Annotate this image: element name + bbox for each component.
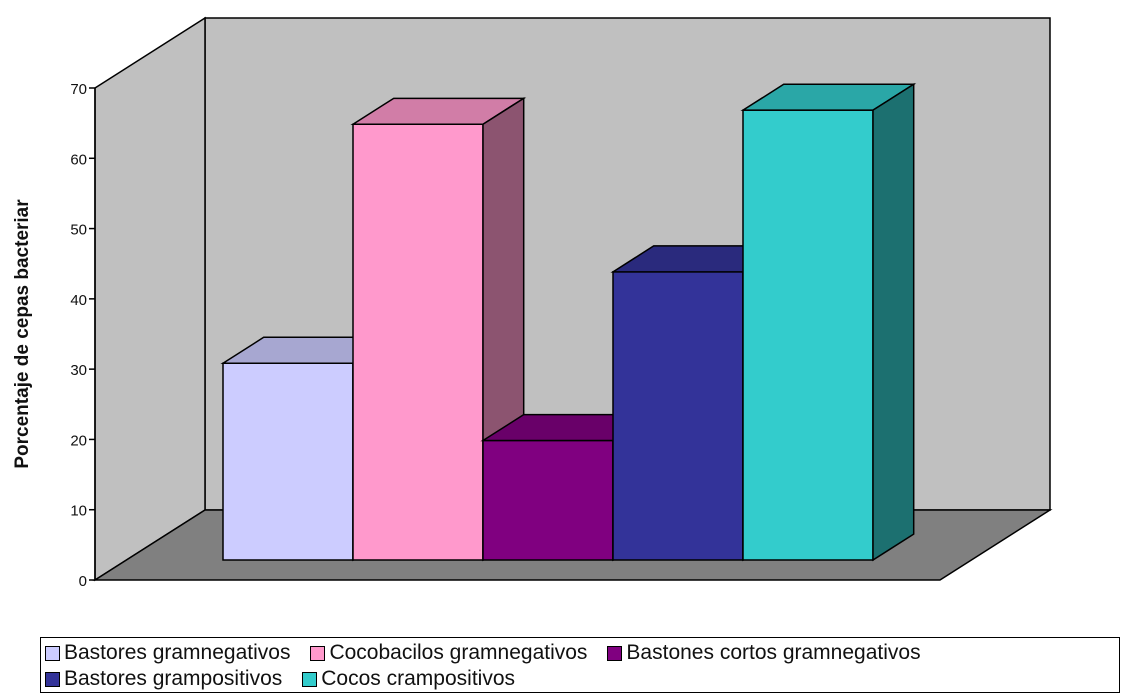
chart-svg: 0 10 20 30 40 50 60 70 Porcentaje de cepas bact…: [12, 16, 1053, 590]
legend-label: Cocobacilos gramnegativos: [329, 641, 588, 664]
bar-side: [872, 82, 915, 562]
legend-label: Bastores grampositivos: [64, 667, 283, 690]
y-tick-label: 0: [79, 573, 87, 590]
y-axis-label: Porcentaje de cepas bacteriar: [12, 199, 33, 469]
bar-front: [612, 271, 744, 561]
bar-front: [222, 362, 354, 561]
legend-item: Bastones cortos gramnegativos: [607, 640, 921, 666]
bar-front: [482, 439, 614, 561]
legend-item: Cocos crampositivos: [302, 666, 515, 692]
legend-label: Bastores gramnegativos: [64, 641, 291, 664]
y-axis: 0 10 20 30 40 50 60 70: [70, 81, 96, 590]
y-tick-label: 20: [70, 432, 87, 449]
bar-front: [742, 109, 874, 561]
legend: Bastores gramnegativos Cocobacilos gramne…: [40, 637, 1120, 693]
y-tick-label: 10: [70, 503, 87, 520]
side-wall: [94, 16, 206, 582]
legend-swatch: [45, 671, 60, 687]
legend-label: Bastones cortos gramnegativos: [626, 641, 921, 664]
bars: [220, 82, 917, 562]
y-tick-label: 40: [70, 292, 87, 309]
legend-item: Bastores gramnegativos: [45, 640, 290, 666]
bar: [740, 82, 917, 562]
bar-front: [352, 123, 484, 561]
y-tick-label: 50: [70, 222, 87, 239]
legend-swatch: [310, 645, 326, 661]
legend-swatch: [302, 671, 318, 687]
legend-label: Cocos crampositivos: [321, 667, 515, 690]
legend-swatch: [607, 645, 623, 661]
y-tick-label: 30: [70, 362, 87, 379]
y-tick-label: 60: [70, 151, 87, 168]
legend-item: Bastores grampositivos: [45, 666, 282, 692]
legend-swatch: [45, 645, 60, 661]
y-tick-label: 70: [70, 81, 87, 98]
legend-item: Cocobacilos gramnegativos: [310, 640, 587, 666]
